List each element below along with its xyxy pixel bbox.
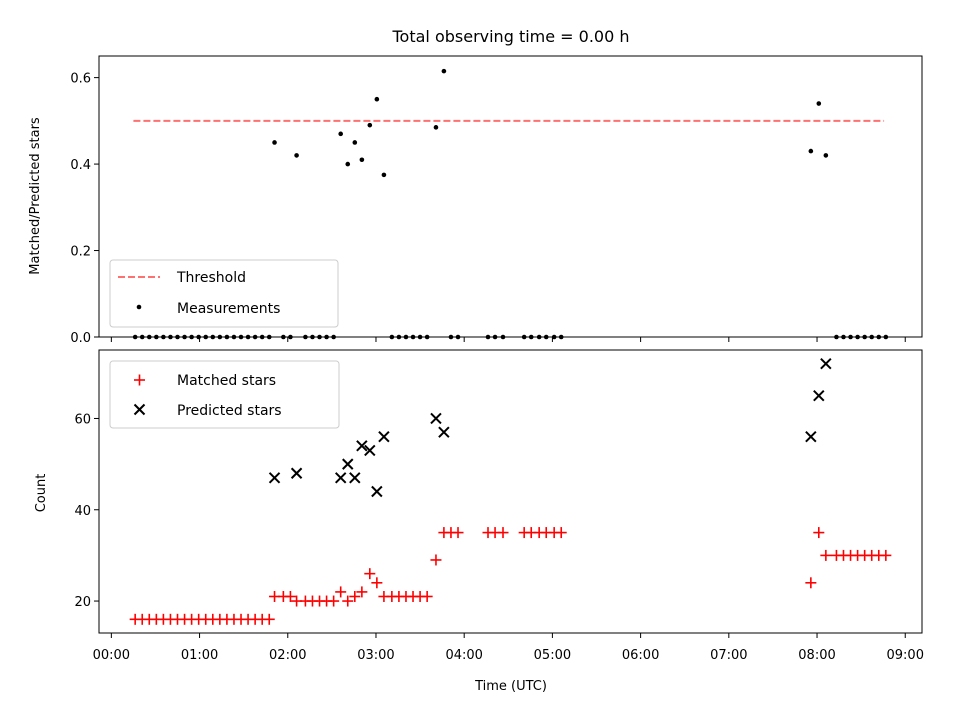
bottom-legend-box [109, 360, 340, 429]
x-tick-label: 09:00 [887, 648, 924, 663]
matched-legend-swatch [134, 374, 145, 386]
measurement-point [338, 131, 343, 137]
predicted-star-point [430, 412, 442, 425]
measurement-point [352, 140, 358, 145]
top-y-tick-label: 0.4 [70, 158, 91, 173]
x-tick-label: 03:00 [357, 648, 394, 663]
matched-legend-label: Matched stars [177, 373, 276, 389]
measurement-point [367, 122, 373, 128]
matched-star-point [342, 595, 354, 607]
top-y-tick-label: 0.0 [70, 331, 91, 346]
predicted-star-point [342, 458, 354, 470]
measurement-point [345, 161, 351, 167]
predicted-legend-swatch [133, 403, 146, 416]
predicted-star-point [438, 426, 450, 438]
matched-star-point [880, 549, 892, 561]
x-tick-label: 00:00 [93, 648, 130, 663]
matched-star-point [335, 586, 347, 598]
matched-star-point [497, 527, 509, 539]
measurement-point [272, 140, 277, 145]
matched-star-point [356, 586, 368, 598]
matched-star-point [371, 577, 383, 589]
top-legend: Threshold Measurements [109, 259, 339, 328]
measurement-point [441, 68, 447, 74]
measurement-point [381, 172, 387, 178]
measurement-point [433, 125, 439, 130]
measurements-legend-label: Measurements [177, 301, 280, 317]
x-tick-label: 02:00 [269, 648, 306, 663]
top-y-tick-label: 0.2 [70, 245, 91, 260]
predicted-star-point [805, 431, 817, 443]
predicted-star-point [349, 472, 361, 484]
matched-star-point [430, 554, 442, 566]
predicted-star-point [334, 472, 347, 484]
predicted-star-point [820, 357, 832, 370]
predicted-legend-label: Predicted stars [177, 403, 282, 419]
matched-star-point [364, 568, 376, 580]
bottom-plot-frame [98, 349, 923, 634]
measurement-point [816, 101, 822, 106]
matched-star-point [349, 590, 361, 602]
x-axis-label: Time (UTC) [474, 679, 547, 694]
top-legend-box [109, 259, 339, 328]
measurement-point [294, 153, 299, 158]
top-x-ticks [110, 337, 906, 342]
top-y-tick-label: 0.6 [70, 72, 91, 87]
bottom-y-ticks: 20 40 60 [74, 412, 99, 610]
bottom-y-axis-label: Count [34, 474, 49, 513]
matched-star-point [263, 613, 275, 625]
matched-star-point [284, 590, 296, 602]
predicted-star-point [813, 389, 825, 402]
predicted-star-point [356, 440, 368, 452]
measurements-legend-swatch [136, 304, 142, 310]
predicted-star-point [268, 472, 281, 484]
chart-title: Total observing time = 0.00 h [391, 27, 629, 46]
matched-star-point [813, 527, 825, 539]
x-tick-label: 07:00 [710, 648, 747, 663]
predicted-star-point [290, 467, 303, 479]
x-tick-label: 06:00 [622, 648, 659, 663]
matched-star-point [805, 577, 817, 589]
predicted-star-point [364, 444, 376, 457]
x-tick-label: 01:00 [181, 648, 218, 663]
x-tick-label: 04:00 [445, 648, 482, 663]
top-panel: Total observing time = 0.00 h Matched/Pr… [28, 27, 923, 346]
predicted-star-point [371, 485, 383, 498]
matched-star-point [820, 549, 832, 561]
bottom-x-ticks: 00:00 01:00 02:00 03:00 04:00 05:00 06:00 07:00… [93, 633, 924, 663]
bottom-y-tick-label: 40 [74, 504, 91, 519]
threshold-legend-label: Threshold [176, 270, 246, 286]
count-points [129, 357, 892, 625]
top-y-axis-label: Matched/Predicted stars [28, 117, 43, 275]
top-y-ticks: 0.0 0.2 0.4 0.6 [70, 72, 99, 346]
x-tick-label: 05:00 [534, 648, 571, 663]
matched-star-point [452, 527, 464, 539]
measurement-point [359, 157, 365, 163]
top-plot-frame [98, 55, 923, 338]
measurement-point [823, 153, 829, 158]
measurement-point [808, 148, 814, 154]
bottom-legend: Matched stars Predicted stars [109, 360, 340, 429]
matched-star-point [421, 590, 433, 602]
measurement-point [374, 96, 380, 102]
matched-star-point [555, 527, 567, 539]
predicted-star-point [378, 431, 390, 443]
matched-star-point [328, 595, 340, 607]
x-tick-label: 08:00 [798, 648, 835, 663]
bottom-y-tick-label: 60 [74, 412, 91, 427]
bottom-y-tick-label: 20 [74, 595, 91, 610]
